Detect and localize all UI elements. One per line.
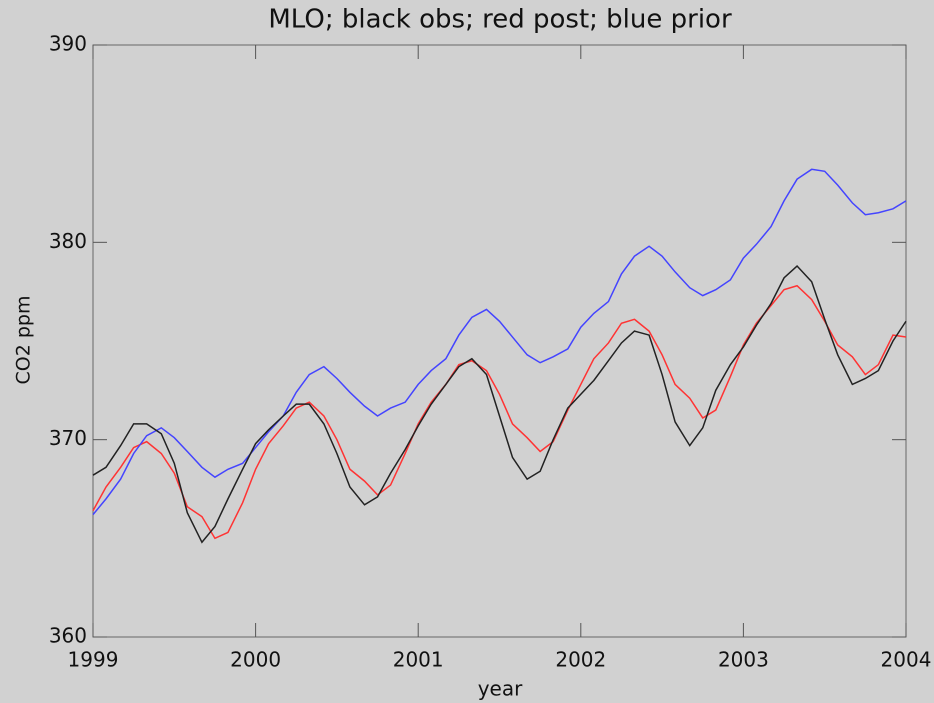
x-tick-label: 2000 [230,648,281,672]
series-line [92,284,907,540]
plot-frame [92,44,907,638]
series-line [92,168,907,516]
x-tick-label: 2001 [393,648,444,672]
x-tick-label: 2004 [881,648,932,672]
y-tick-label: 370 [49,426,87,450]
x-tick-label: 2003 [718,648,769,672]
series-line [92,264,907,544]
x-tick-label: 1999 [68,648,119,672]
y-tick-label: 380 [49,229,87,253]
chart-title: MLO; black obs; red post; blue prior [268,5,732,35]
y-tick-label: 360 [49,624,87,648]
y-axis-label: CO2 ppm [13,296,35,385]
x-axis-label: year [478,677,523,701]
x-tick-label: 2002 [555,648,606,672]
y-tick-label: 390 [49,32,87,56]
